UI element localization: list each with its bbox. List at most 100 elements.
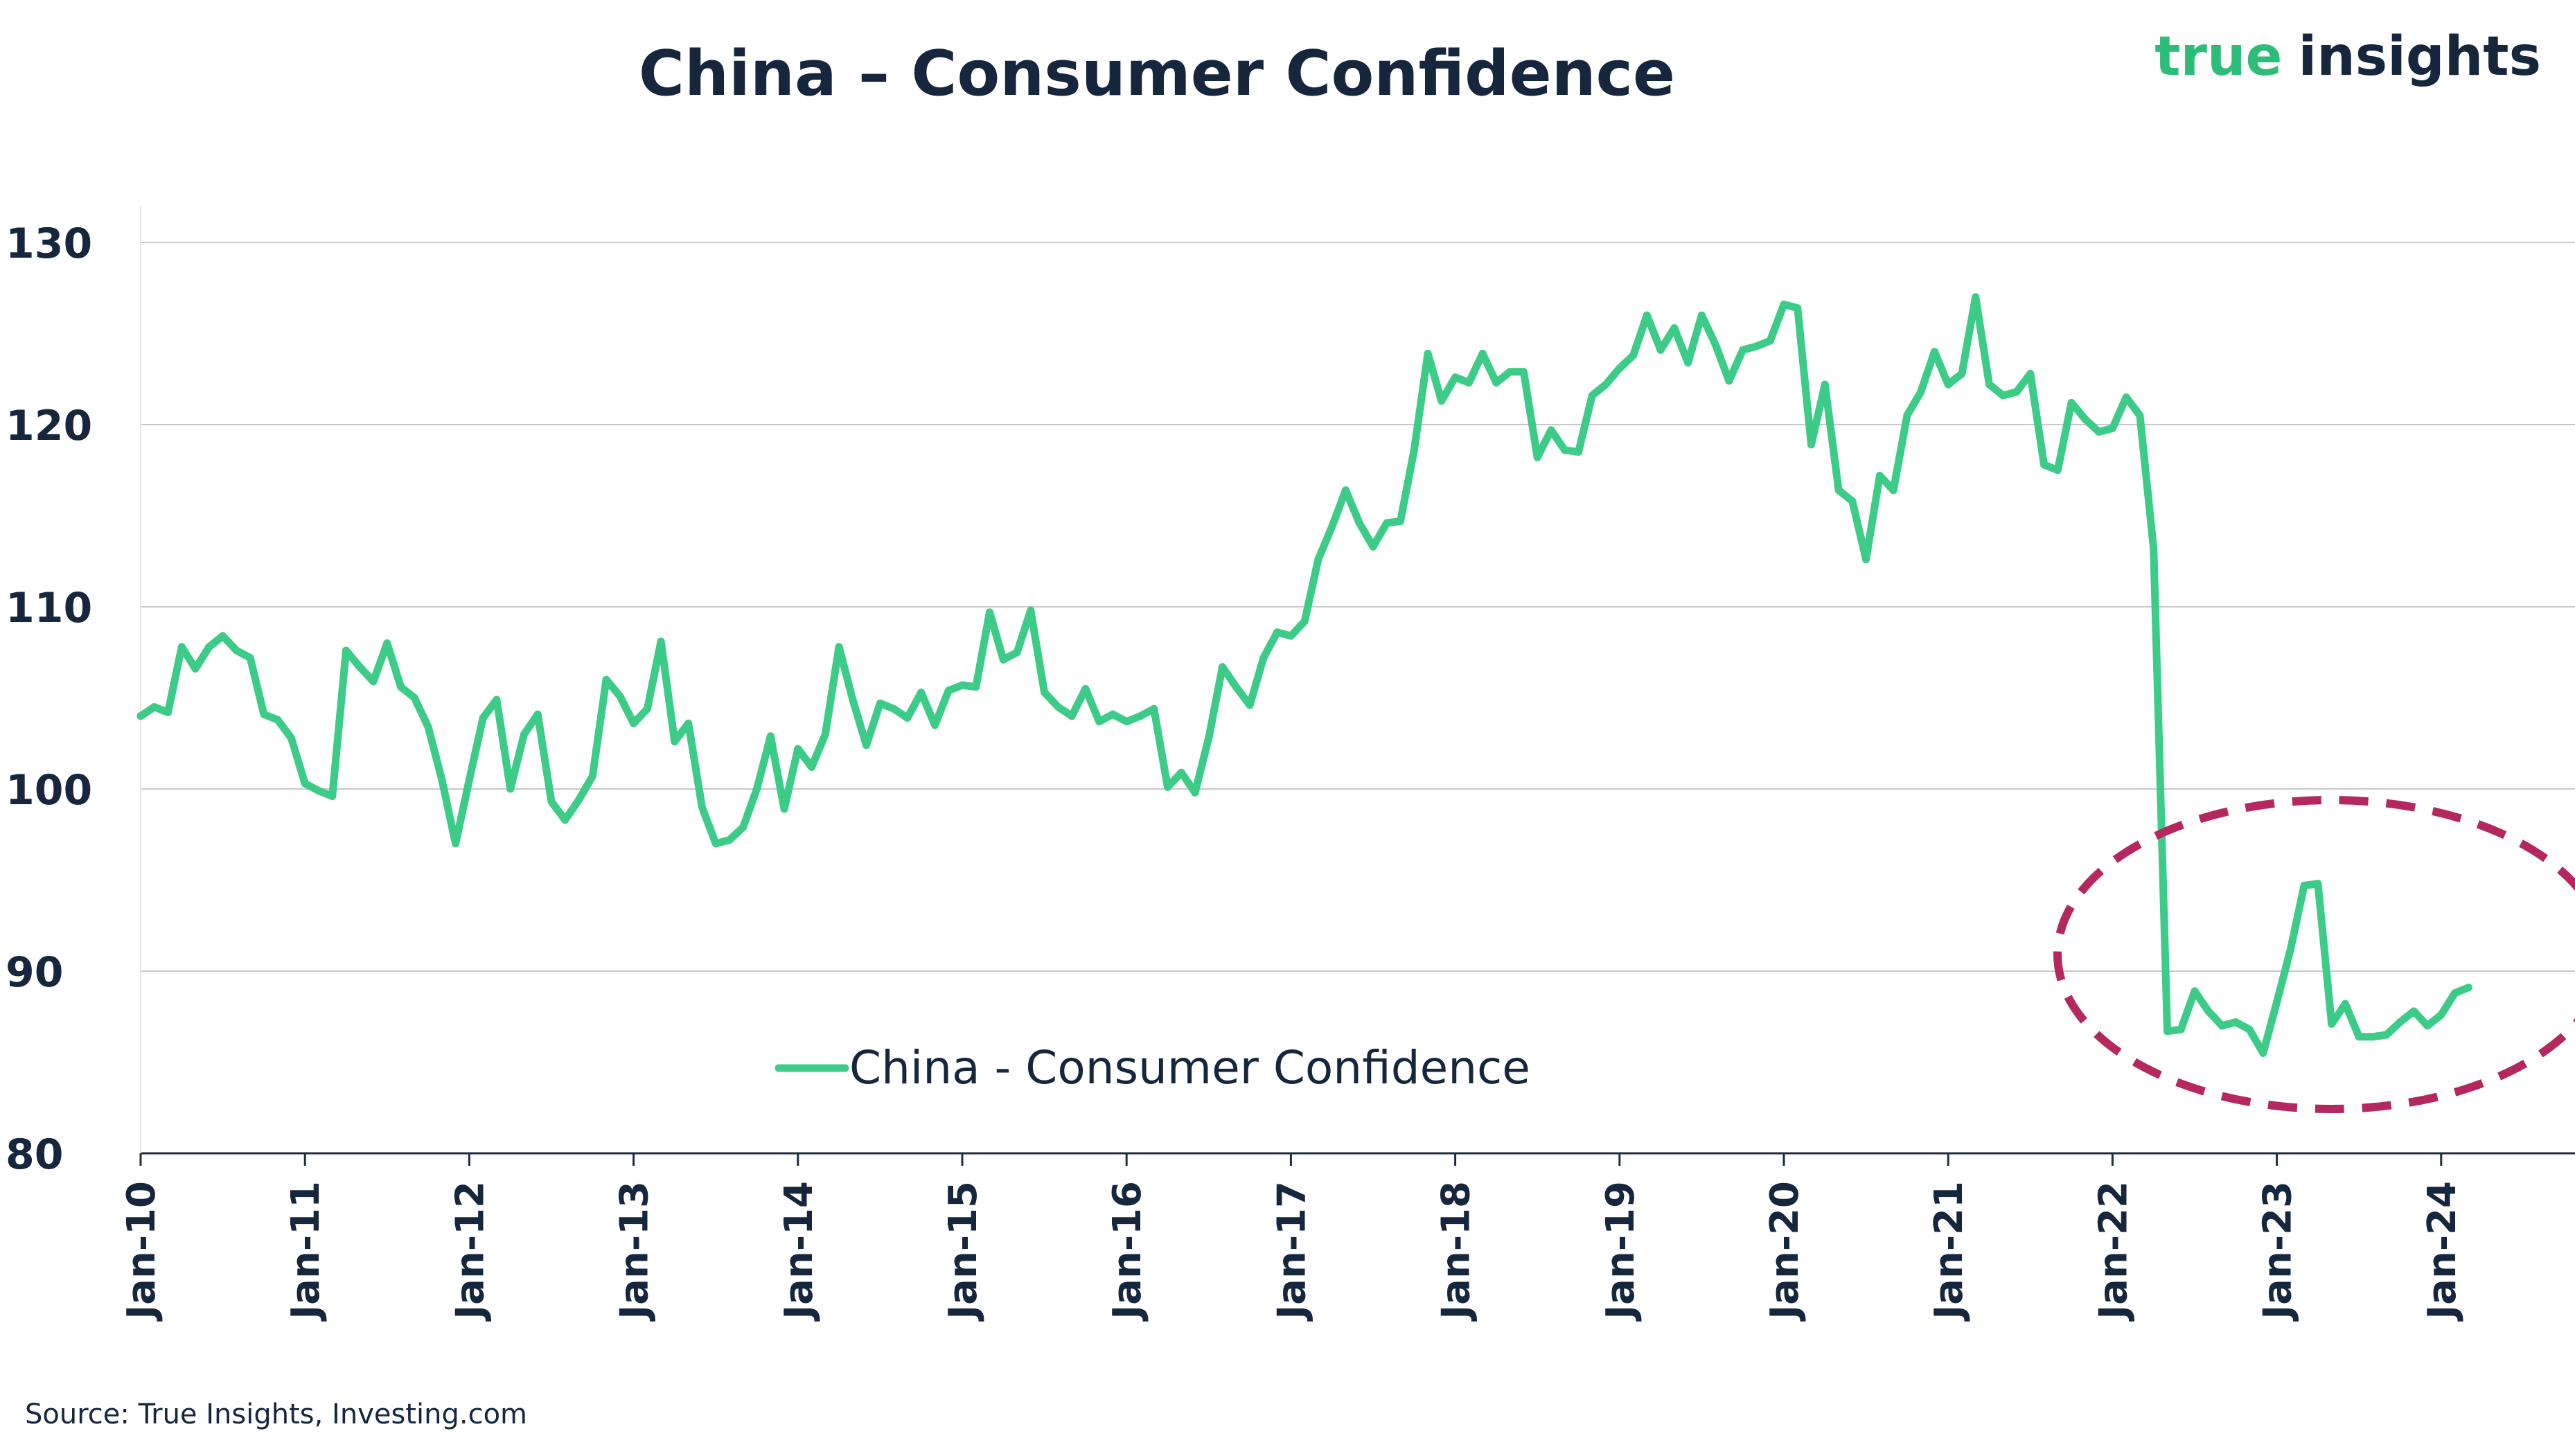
data-point	[1095, 718, 1104, 726]
data-point	[383, 639, 391, 648]
data-point	[2163, 1027, 2171, 1036]
data-point	[287, 734, 295, 742]
x-tick-label: Jan-12	[448, 1181, 493, 1322]
data-point	[849, 695, 857, 704]
data-point	[2204, 1007, 2213, 1015]
data-point	[1697, 311, 1706, 319]
x-tick-label: Jan-11	[283, 1181, 328, 1322]
data-point	[1273, 628, 1282, 637]
data-point	[164, 709, 172, 716]
data-point	[2136, 411, 2144, 420]
data-point	[903, 713, 912, 722]
y-tick-label: 110	[6, 584, 92, 632]
data-point	[342, 646, 350, 655]
data-point	[438, 776, 446, 784]
data-point	[1848, 497, 1857, 505]
data-point	[465, 776, 473, 784]
data-point	[1424, 349, 1432, 357]
data-point	[890, 704, 898, 713]
data-point	[725, 836, 734, 844]
data-point	[246, 654, 254, 662]
data-point	[1081, 684, 1090, 693]
data-point	[1027, 606, 1035, 614]
data-point	[1108, 710, 1117, 718]
data-point	[2396, 1018, 2404, 1027]
data-point	[1328, 522, 1336, 531]
data-point	[2259, 1049, 2267, 1057]
highlight-ellipse	[2053, 796, 2575, 1113]
x-tick-label: Jan-20	[1762, 1181, 1807, 1322]
data-point	[2464, 984, 2472, 992]
x-tick-label: Jan-22	[2091, 1181, 2136, 1322]
data-point	[410, 694, 418, 702]
data-point	[835, 643, 843, 651]
data-point	[766, 732, 775, 740]
data-point	[780, 805, 788, 813]
data-point	[1985, 380, 1993, 389]
data-point	[1122, 718, 1131, 726]
data-point	[274, 716, 282, 724]
data-point	[2273, 998, 2281, 1006]
data-point	[1753, 342, 1760, 350]
data-point	[630, 719, 638, 727]
x-tick-label: Jan-13	[612, 1181, 657, 1322]
data-point	[547, 797, 556, 806]
data-point	[2040, 461, 2049, 469]
data-point	[1383, 519, 1391, 527]
data-point	[917, 689, 926, 697]
data-point	[1191, 788, 1199, 797]
legend-label: China - Consumer Confidence	[849, 1041, 1530, 1094]
data-point	[931, 721, 939, 729]
x-tick-label: Jan-15	[941, 1181, 986, 1322]
data-point	[369, 677, 378, 686]
data-point	[711, 840, 720, 848]
data-point	[1629, 351, 1638, 359]
data-point	[643, 704, 651, 713]
data-point	[260, 710, 268, 718]
data-point	[315, 787, 323, 795]
brand-logo-insights: insights	[2298, 26, 2541, 88]
y-tick-label: 130	[6, 220, 92, 268]
data-point	[205, 643, 213, 651]
data-point	[452, 840, 460, 848]
data-point	[2369, 1033, 2377, 1041]
data-point	[2095, 428, 2103, 436]
data-point	[1150, 704, 1158, 713]
data-point	[794, 745, 802, 753]
data-point	[1766, 337, 1774, 345]
data-point	[424, 723, 432, 731]
data-point	[1656, 346, 1665, 354]
x-tick-label: Jan-21	[1927, 1181, 1972, 1322]
data-point	[493, 695, 501, 704]
data-point	[602, 675, 610, 684]
y-tick-label: 100	[6, 766, 92, 815]
x-tick-label: Jan-17	[1269, 1181, 1314, 1322]
data-point	[2067, 398, 2076, 407]
data-point	[1054, 703, 1062, 711]
data-point	[2409, 1007, 2418, 1015]
data-point	[684, 719, 693, 727]
data-point	[1643, 311, 1651, 319]
data-point	[671, 738, 679, 746]
brand-logo: true insights	[2154, 26, 2541, 88]
data-point	[2423, 1022, 2432, 1030]
data-point	[2218, 1022, 2226, 1030]
data-point	[1917, 388, 1925, 396]
x-tick-label: Jan-16	[1105, 1181, 1150, 1322]
data-point	[177, 643, 186, 651]
data-point	[876, 699, 884, 707]
data-point	[2026, 369, 2035, 378]
y-axis: 80 90 100 110 120 130	[6, 220, 92, 1179]
data-point	[1355, 519, 1363, 527]
data-point	[479, 713, 487, 722]
data-point	[232, 646, 240, 655]
data-point	[2108, 424, 2116, 432]
data-point	[1930, 348, 1938, 356]
data-point	[616, 692, 624, 700]
legend: China - Consumer Confidence	[775, 1041, 1530, 1094]
data-point	[657, 637, 665, 646]
data-point	[2382, 1031, 2391, 1039]
data-point	[1506, 368, 1514, 376]
data-point	[1397, 517, 1404, 525]
